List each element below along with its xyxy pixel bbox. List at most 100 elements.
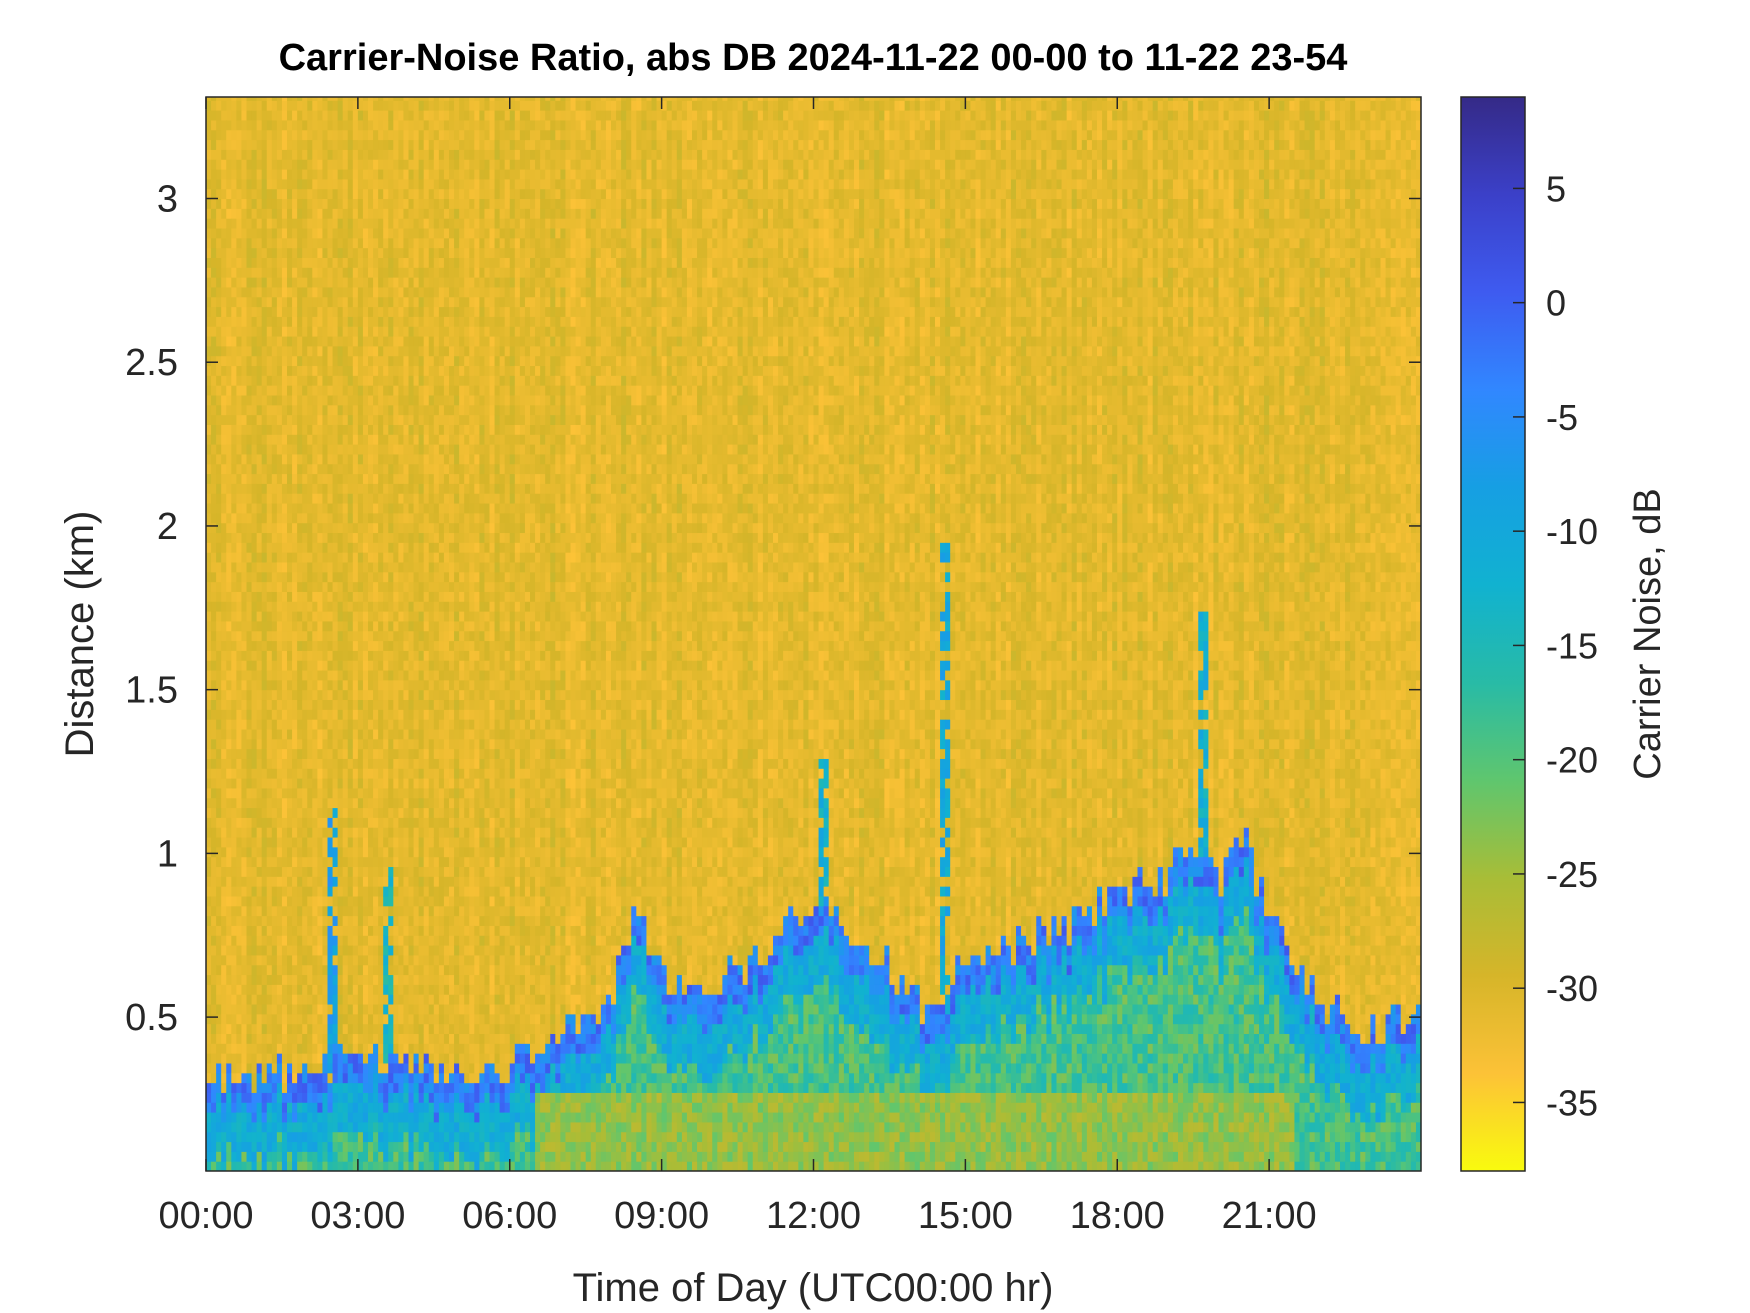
heatmap-cell [393,601,399,611]
heatmap-cell [206,876,212,886]
heatmap-cell [403,405,409,415]
heatmap-cell [353,140,359,150]
heatmap-cell [322,1122,328,1132]
heatmap-cell [403,719,409,729]
heatmap-cell [403,591,409,601]
heatmap-cell [262,346,268,356]
heatmap-cell [363,316,369,326]
heatmap-cell [247,1014,253,1024]
heatmap-cell [241,169,247,179]
heatmap-cell [302,650,308,660]
heatmap-cell [414,935,420,945]
heatmap-cell [307,739,313,749]
heatmap-cell [398,660,404,670]
heatmap-cell [317,955,323,965]
heatmap-cell [419,1053,425,1063]
heatmap-cell [322,100,328,110]
heatmap-cell [383,424,389,434]
heatmap-cell [287,90,293,100]
heatmap-cell [419,562,425,572]
heatmap-cell [348,621,354,631]
heatmap-cell [307,110,313,120]
heatmap-cell [307,680,313,690]
heatmap-cell [409,1063,415,1073]
heatmap-cell [348,1004,354,1014]
heatmap-cell [429,719,435,729]
heatmap-cell [393,434,399,444]
heatmap-cell [419,660,425,670]
heatmap-cell [257,179,263,189]
heatmap-cell [363,876,369,886]
heatmap-cell [348,601,354,611]
heatmap-cell [333,729,339,739]
heatmap-cell [317,719,323,729]
heatmap-cell [343,100,349,110]
heatmap-cell [241,739,247,749]
heatmap-cell [409,110,415,120]
heatmap-cell [236,670,242,680]
heatmap-cell [282,100,288,110]
heatmap-cell [358,631,364,641]
heatmap-cell [343,866,349,876]
heatmap-cell [348,778,354,788]
heatmap-cell [333,709,339,719]
heatmap-cell [257,572,263,582]
heatmap-cell [434,866,440,876]
heatmap-cell [333,415,339,425]
heatmap-cell [322,326,328,336]
heatmap-cell [247,1112,253,1122]
heatmap-cell [277,523,283,533]
heatmap-cell [211,356,217,366]
heatmap-cell [393,149,399,159]
heatmap-cell [211,925,217,935]
heatmap-cell [322,572,328,582]
heatmap-cell [282,729,288,739]
heatmap-cell [282,965,288,975]
heatmap-cell [252,208,258,218]
heatmap-cell [343,90,349,100]
heatmap-cell [328,532,334,542]
heatmap-cell [403,179,409,189]
heatmap-cell [247,729,253,739]
heatmap-cell [338,1073,344,1083]
heatmap-cell [398,886,404,896]
heatmap-cell [409,277,415,287]
heatmap-cell [348,1073,354,1083]
heatmap-cell [383,307,389,317]
heatmap-cell [333,130,339,140]
heatmap-cell [348,827,354,837]
heatmap-cell [429,611,435,621]
heatmap-cell [262,572,268,582]
heatmap-cell [429,817,435,827]
heatmap-cell [368,916,374,926]
heatmap-cell [307,788,313,798]
heatmap-cell [424,248,430,258]
heatmap-cell [221,1142,227,1152]
heatmap-cell [373,336,379,346]
heatmap-cell [317,798,323,808]
heatmap-cell [216,1132,222,1142]
heatmap-cell [221,532,227,542]
heatmap-cell [257,768,263,778]
heatmap-cell [317,395,323,405]
heatmap-cell [322,955,328,965]
heatmap-cell [277,827,283,837]
heatmap-cell [312,228,318,238]
heatmap-cell [348,208,354,218]
heatmap-cell [282,994,288,1004]
heatmap-cell [221,326,227,336]
heatmap-cell [328,945,334,955]
heatmap-cell [292,582,298,592]
heatmap-cell [216,660,222,670]
heatmap-cell [322,935,328,945]
heatmap-cell [378,277,384,287]
heatmap-cell [343,179,349,189]
heatmap-cell [221,896,227,906]
heatmap-cell [292,709,298,719]
heatmap-cell [424,1053,430,1063]
heatmap-cell [348,591,354,601]
heatmap-cell [424,405,430,415]
heatmap-cell [221,749,227,759]
heatmap-cell [307,945,313,955]
heatmap-cell [353,1083,359,1093]
